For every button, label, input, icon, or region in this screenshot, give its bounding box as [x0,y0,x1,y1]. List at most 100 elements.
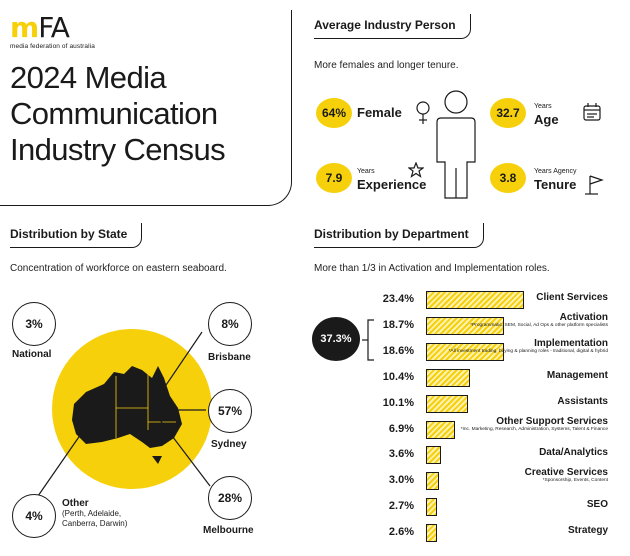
state-subtitle: Concentration of workforce on eastern se… [10,263,227,274]
department-name-block: Data/Analytics [448,447,608,458]
department-name: Creative Services [524,467,608,479]
female-value: 64% [316,98,352,128]
department-name-block: Assistants [448,396,608,407]
department-row: 18.6% Implementation *All investment tradi… [314,338,608,363]
department-name: Assistants [557,395,608,407]
female-label: Female [357,105,402,120]
experience-value: 7.9 [316,163,352,193]
state-header: Distribution by State [10,223,143,248]
title-line-1: 2024 Media [10,60,167,95]
tenure-label: Tenure [534,177,577,192]
department-note: *Inc. Marketing, Research, Administratio… [460,426,608,432]
department-note: *All investment trading, buying & planni… [448,348,608,354]
department-name: Client Services [536,292,608,303]
department-row: 23.4% Client Services [314,289,608,311]
department-name-block: Client Services [448,292,608,303]
department-row: 10.1% Assistants [314,393,608,415]
other-label: Other [62,498,89,509]
title-frame [0,10,292,206]
department-name: Other Support Services [496,415,608,427]
age-small-label: Years [534,103,552,110]
department-row: 2.7% SEO [314,496,608,518]
department-pct: 3.0% [388,474,414,487]
department-chart: 23.4% Client Services 18.7% Activation *Prog… [314,289,608,551]
department-pct: 23.4% [382,293,414,305]
department-pct: 18.6% [382,344,414,357]
experience-block: Years Experience [357,167,426,194]
other-block: Other (Perth, Adelaide, Canberra, Darwin… [62,498,127,529]
department-subtitle: More than 1/3 in Activation and Implemen… [314,263,550,274]
national-label: National [12,349,52,360]
title-line-2: Communication [10,96,218,131]
experience-small-label: Years [357,168,375,175]
department-row: 3.0% Creative Services *Sponsorship, Event… [314,467,608,492]
flag-icon [585,175,604,195]
page-title: 2024 Media Communication Industry Census [10,60,226,168]
department-pct: 10.1% [382,396,414,409]
department-pct: 10.4% [382,370,414,383]
department-row: 3.6% Data/Analytics [314,444,608,466]
department-bar [426,394,469,413]
department-name-block: SEO [448,499,608,510]
department-name: Implementation [534,337,608,349]
logo-mark-m: m [10,11,39,44]
department-name: Management [546,369,608,381]
age-value: 32.7 [490,98,526,128]
department-name-block: Other Support Services *Inc. Marketing, R… [448,416,608,433]
logo-mark-fa: FA [38,11,70,44]
department-name: Activation [559,311,608,323]
department-name: Strategy [567,525,608,537]
melbourne-label: Melbourne [203,525,254,536]
average-person-header: Average Industry Person [314,14,471,39]
calendar-icon [583,103,601,121]
department-name-block: Implementation *All investment trading, b… [448,338,608,355]
department-note: *Sponsorship, Events, Content [542,478,608,484]
department-name: SEO [586,499,608,511]
department-name-block: Management [448,370,608,381]
department-bar [426,316,505,335]
tenure-value: 3.8 [490,163,526,193]
national-circle: 3% [12,302,56,346]
department-row: 6.9% Other Support Services *Inc. Marketin… [314,416,608,441]
brisbane-circle: 8% [208,302,252,346]
female-symbol-icon [416,101,430,124]
department-bar [426,420,455,439]
age-block: Years Age [534,102,559,129]
brisbane-label: Brisbane [208,352,251,363]
average-person-subtitle: More females and longer tenure. [314,60,459,71]
other-circle: 4% [12,494,56,538]
department-bar [426,498,438,517]
department-pct: 18.7% [382,318,414,331]
sydney-circle: 57% [208,389,252,433]
department-bar [426,291,524,309]
age-label: Age [534,112,559,127]
combined-activation-implementation-badge: 37.3% [312,317,360,361]
department-bar [426,472,439,491]
experience-label: Experience [357,177,427,192]
department-bar [426,446,442,465]
mfa-logo: mFA media federation of australia [10,11,95,51]
department-bar [426,342,504,361]
department-row: 2.6% Strategy [314,522,608,544]
australia-map-icon [52,329,212,489]
department-pct: 6.9% [388,422,414,435]
state-connector-lines [37,331,211,497]
tenure-block: Years Agency Tenure [534,167,577,194]
department-name: Data/Analytics [539,447,608,459]
department-bar [426,524,437,543]
star-icon [408,162,424,178]
department-note: *Programmatic, SEM, Social, Ad Ops & oth… [470,322,608,328]
person-icon [436,90,476,199]
department-row: 18.7% Activation *Programmatic, SEM, Socia… [314,312,608,337]
title-line-3: Industry Census [10,132,226,167]
department-pct: 2.7% [388,500,414,513]
melbourne-circle: 28% [208,476,252,520]
department-name-block: Activation *Programmatic, SEM, Social, Ad… [448,312,608,329]
department-name-block: Creative Services *Sponsorship, Events, C… [448,467,608,484]
tenure-small-label: Years Agency [534,168,577,175]
department-name-block: Strategy [448,525,608,536]
department-bar [426,368,470,387]
sydney-label: Sydney [211,439,247,450]
logo-tagline: media federation of australia [10,43,95,50]
department-pct: 3.6% [388,448,414,461]
